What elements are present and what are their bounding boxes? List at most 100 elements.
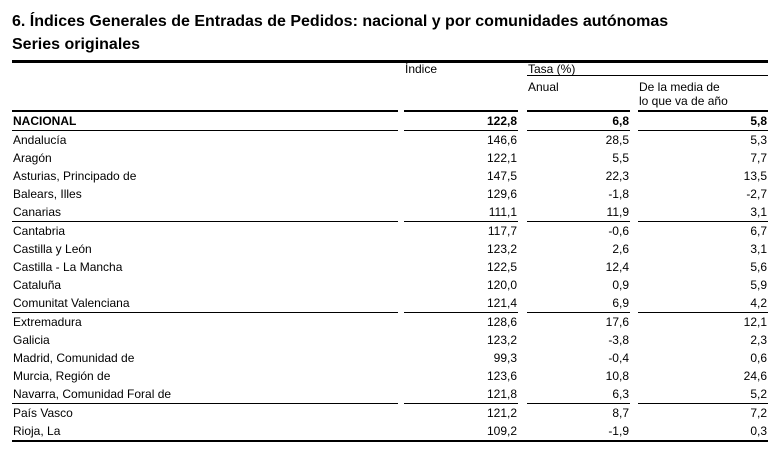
header-indice: Índice: [405, 62, 438, 76]
indice-value: 120,0: [486, 278, 517, 292]
media-value: 5,2: [638, 385, 768, 404]
indice-value: 147,5: [486, 169, 517, 183]
region-label: Extremadura: [13, 315, 82, 329]
indice-value: 122,5: [486, 260, 517, 274]
header-anual: Anual: [527, 76, 630, 112]
indice-value: 123,2: [486, 242, 517, 256]
table-row: Canarias 111,1 11,9 3,1: [12, 203, 768, 222]
anual-value: -1,9: [608, 424, 629, 438]
media-value: 5,6: [750, 260, 767, 274]
indice-value: 117,7: [487, 224, 517, 238]
table-header-row-2: Anual De la media de lo que va de año: [12, 76, 768, 112]
table-subtitle: Series originales: [12, 36, 141, 53]
table-row: País Vasco 121,2 8,7 7,2: [12, 404, 768, 422]
region-label: Andalucía: [13, 133, 67, 147]
table-body: NACIONAL 122,8 6,8 5,8 Andalucía 146,6 2…: [12, 112, 768, 440]
table-row: Balears, Illes 129,6 -1,8 -2,7: [12, 185, 768, 203]
anual-value: 12,4: [605, 260, 629, 274]
region-label: Canarias: [12, 203, 398, 222]
media-value: 6,7: [750, 224, 767, 238]
table-header-row-1: Índice Tasa (%): [12, 63, 768, 76]
indice-value: 129,6: [486, 187, 517, 201]
anual-value: -3,8: [608, 333, 629, 347]
anual-value: 2,6: [612, 242, 629, 256]
media-value: 12,1: [743, 315, 767, 329]
media-value: 7,2: [750, 406, 767, 420]
media-value: 24,6: [743, 369, 767, 383]
media-value: 0,3: [750, 424, 767, 438]
indice-value: 123,6: [486, 369, 517, 383]
table-row: Galicia 123,2 -3,8 2,3: [12, 331, 768, 349]
indice-value: 111,1: [404, 203, 518, 222]
anual-value: -0,6: [608, 224, 629, 238]
media-value: 3,1: [638, 203, 768, 222]
region-label: Cataluña: [13, 278, 62, 292]
table-row: Castilla - La Mancha 122,5 12,4 5,6: [12, 258, 768, 276]
table-row: Cantabria 117,7 -0,6 6,7: [12, 222, 768, 240]
indice-value: 121,4: [404, 294, 518, 313]
media-value: 0,6: [750, 351, 767, 365]
region-label: NACIONAL: [12, 112, 398, 131]
anual-value: 6,8: [527, 112, 630, 131]
media-value: -2,7: [746, 187, 767, 201]
region-label: Castilla - La Mancha: [13, 260, 123, 274]
region-label: Castilla y León: [13, 242, 92, 256]
header-media: De la media de lo que va de año: [638, 76, 768, 112]
anual-value: 10,8: [605, 369, 629, 383]
orders-index-table: Índice Tasa (%) Anual De la media de lo …: [12, 60, 768, 442]
anual-value: 17,6: [605, 315, 629, 329]
table-title: 6. Índices Generales de Entradas de Pedi…: [12, 13, 669, 30]
region-label: Cantabria: [13, 224, 66, 238]
anual-value: -0,4: [608, 351, 629, 365]
header-empty-cell: [12, 76, 398, 112]
table-row: Castilla y León 123,2 2,6 3,1: [12, 240, 768, 258]
table-row: Navarra, Comunidad Foral de 121,8 6,3 5,…: [12, 385, 768, 404]
anual-value: 6,9: [527, 294, 630, 313]
anual-value: 28,5: [605, 133, 629, 147]
indice-value: 121,8: [404, 385, 518, 404]
table-row: Rioja, La 109,2 -1,9 0,3: [12, 422, 768, 440]
media-value: 5,9: [750, 278, 767, 292]
anual-value: 6,3: [527, 385, 630, 404]
table-row: Asturias, Principado de 147,5 22,3 13,5: [12, 167, 768, 185]
anual-value: 0,9: [612, 278, 629, 292]
region-label: País Vasco: [13, 406, 73, 420]
header-media-line2: lo que va de año: [639, 94, 728, 108]
table-row: Comunitat Valenciana 121,4 6,9 4,2: [12, 294, 768, 313]
table-row: Extremadura 128,6 17,6 12,1: [12, 313, 768, 331]
header-tasa: Tasa (%): [527, 63, 768, 76]
media-value: 3,1: [750, 242, 767, 256]
table-row: Madrid, Comunidad de 99,3 -0,4 0,6: [12, 349, 768, 367]
indice-value: 121,2: [486, 406, 517, 420]
page: 6. Índices Generales de Entradas de Pedi…: [0, 12, 770, 463]
region-label: Comunitat Valenciana: [12, 294, 398, 313]
indice-value: 146,6: [486, 133, 517, 147]
table-row: Aragón 122,1 5,5 7,7: [12, 149, 768, 167]
table-row: Murcia, Región de 123,6 10,8 24,6: [12, 367, 768, 385]
table-row: Andalucía 146,6 28,5 5,3: [12, 131, 768, 149]
anual-value: -1,8: [608, 187, 629, 201]
region-label: Aragón: [13, 151, 52, 165]
media-value: 2,3: [750, 333, 767, 347]
indice-value: 122,1: [486, 151, 517, 165]
table-row: NACIONAL 122,8 6,8 5,8: [12, 112, 768, 131]
region-label: Galicia: [13, 333, 50, 347]
indice-value: 123,2: [486, 333, 517, 347]
indice-value: 99,3: [493, 351, 517, 365]
header-empty-cell: [404, 76, 518, 112]
region-label: Asturias, Principado de: [13, 169, 137, 183]
anual-value: 11,9: [527, 203, 630, 222]
anual-value: 5,5: [612, 151, 629, 165]
region-label: Balears, Illes: [13, 187, 82, 201]
media-value: 5,8: [638, 112, 768, 131]
table-row: Cataluña 120,0 0,9 5,9: [12, 276, 768, 294]
anual-value: 8,7: [612, 406, 629, 420]
region-label: Madrid, Comunidad de: [13, 351, 135, 365]
indice-value: 109,2: [486, 424, 517, 438]
indice-value: 122,8: [404, 112, 518, 131]
media-value: 4,2: [638, 294, 768, 313]
media-value: 13,5: [743, 169, 767, 183]
header-media-line1: De la media de: [639, 80, 720, 94]
media-value: 5,3: [750, 133, 767, 147]
header-empty-cell: [12, 63, 398, 76]
